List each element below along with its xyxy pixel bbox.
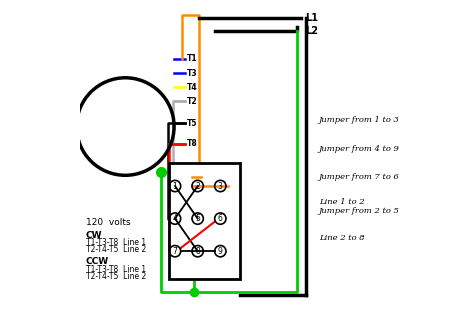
- Text: Jumper from 4 to 9: Jumper from 4 to 9: [319, 144, 400, 153]
- Text: 120  volts: 120 volts: [86, 218, 131, 227]
- Text: T2-T4-T5  Line 2: T2-T4-T5 Line 2: [86, 245, 146, 254]
- Text: 9: 9: [218, 247, 223, 256]
- Text: 7: 7: [173, 247, 177, 256]
- Text: Jumper from 7 to 6: Jumper from 7 to 6: [319, 173, 400, 181]
- Text: L2: L2: [305, 26, 318, 36]
- Text: T3: T3: [187, 69, 197, 77]
- Text: Jumper from 1 to 3: Jumper from 1 to 3: [319, 116, 400, 124]
- Text: T1-T3-T8  Line 1: T1-T3-T8 Line 1: [86, 239, 146, 247]
- Text: 5: 5: [195, 214, 200, 223]
- Text: L1: L1: [305, 13, 318, 23]
- Text: 2: 2: [195, 181, 200, 191]
- Text: 3: 3: [218, 181, 223, 191]
- Text: Line 2 to 8: Line 2 to 8: [319, 234, 365, 242]
- Text: T2-T4-T5  Line 2: T2-T4-T5 Line 2: [86, 272, 146, 281]
- Text: T1-T3-T8  Line 1: T1-T3-T8 Line 1: [86, 265, 146, 274]
- Text: 4: 4: [173, 214, 177, 223]
- Text: T4: T4: [187, 83, 197, 92]
- Text: CW: CW: [86, 231, 102, 240]
- Text: T5: T5: [187, 119, 197, 128]
- Text: 6: 6: [218, 214, 223, 223]
- Text: CCW: CCW: [86, 257, 109, 266]
- Text: T2: T2: [187, 97, 197, 106]
- Text: Line 1 to 2: Line 1 to 2: [319, 198, 365, 206]
- Text: Jumper from 2 to 5: Jumper from 2 to 5: [319, 208, 400, 216]
- Text: 8: 8: [195, 247, 200, 256]
- Text: 1: 1: [173, 181, 177, 191]
- Bar: [169, 163, 240, 279]
- Text: T1: T1: [187, 54, 197, 64]
- Text: T8: T8: [187, 139, 197, 148]
